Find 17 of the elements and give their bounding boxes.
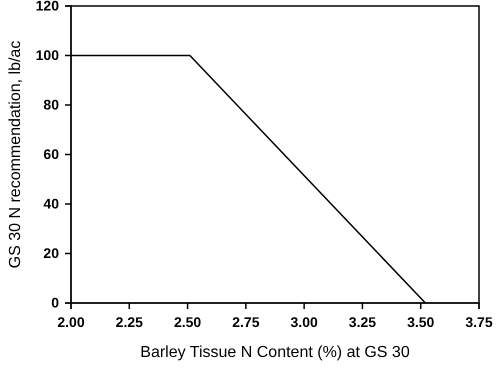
y-tick-label: 60 bbox=[43, 146, 60, 162]
x-tick-label: 2.75 bbox=[232, 314, 260, 330]
y-axis-title: GS 30 N recommendation, lb/ac bbox=[7, 40, 24, 268]
x-tick-label: 3.00 bbox=[290, 314, 318, 330]
x-tick-label: 2.25 bbox=[116, 314, 144, 330]
x-tick-label: 2.00 bbox=[57, 314, 85, 330]
y-tick-label: 40 bbox=[43, 195, 60, 212]
x-tick-label: 3.75 bbox=[465, 314, 493, 330]
x-tick-label: 3.25 bbox=[348, 314, 376, 330]
y-tick-label: 0 bbox=[51, 294, 60, 310]
y-tick-label: 100 bbox=[36, 46, 60, 63]
y-tick-label: 20 bbox=[43, 244, 60, 261]
x-tick-label: 3.50 bbox=[407, 314, 435, 330]
x-tick-label: 2.50 bbox=[174, 314, 202, 330]
x-axis-title: Barley Tissue N Content (%) at GS 30 bbox=[140, 344, 410, 361]
y-tick-label: 120 bbox=[36, 0, 60, 14]
y-tick-label: 80 bbox=[43, 96, 60, 112]
